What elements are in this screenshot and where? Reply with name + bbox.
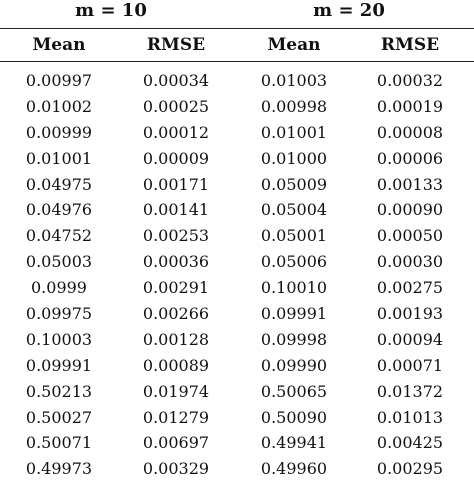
cell-rmse-m20: 0.00193 xyxy=(376,304,444,324)
table-row: 0.09975 0.00266 0.09991 0.00193 xyxy=(0,301,474,327)
cell-mean-m10: 0.09991 xyxy=(25,355,93,375)
cell-mean-m20: 0.09991 xyxy=(260,304,328,324)
table-row: 0.00997 0.00034 0.01003 0.00032 xyxy=(0,68,474,94)
cell-mean-m20: 0.01000 xyxy=(260,148,328,168)
cell-rmse-m10: 0.01974 xyxy=(142,381,210,401)
cell-mean-m20: 0.50090 xyxy=(260,407,328,427)
table-row: 0.00999 0.00012 0.01001 0.00008 xyxy=(0,120,474,146)
cell-mean-m20: 0.50065 xyxy=(260,381,328,401)
cell-mean-m10: 0.50071 xyxy=(25,433,93,453)
cell-rmse-m10: 0.00329 xyxy=(142,459,210,479)
cell-mean-m20: 0.09990 xyxy=(260,355,328,375)
table-row: 0.49973 0.00329 0.49960 0.00295 xyxy=(0,456,474,482)
cell-rmse-m10: 0.00128 xyxy=(142,329,210,349)
table-row: 0.04976 0.00141 0.05004 0.00090 xyxy=(0,197,474,223)
cell-rmse-m10: 0.00291 xyxy=(142,278,210,298)
cell-rmse-m20: 0.01013 xyxy=(376,407,444,427)
cell-rmse-m20: 0.00030 xyxy=(376,252,444,272)
cell-mean-m10: 0.00999 xyxy=(25,122,93,142)
top-rule xyxy=(0,28,474,29)
cell-mean-m20: 0.05006 xyxy=(260,252,328,272)
cell-mean-m20: 0.01003 xyxy=(260,71,328,90)
cell-mean-m20: 0.00998 xyxy=(260,96,328,116)
cell-mean-m10: 0.0999 xyxy=(31,278,87,298)
cell-mean-m10: 0.01001 xyxy=(25,148,93,168)
cell-mean-m10: 0.05003 xyxy=(25,252,93,272)
column-header-rmse-m20: RMSE xyxy=(380,35,440,55)
cell-rmse-m10: 0.01279 xyxy=(142,407,210,427)
cell-rmse-m20: 0.00090 xyxy=(376,200,444,220)
group-title-m20: m = 20 xyxy=(313,0,385,21)
table-body: 0.00997 0.00034 0.01003 0.00032 0.01002 0.000… xyxy=(0,68,474,482)
cell-mean-m10: 0.01002 xyxy=(25,96,93,116)
cell-rmse-m10: 0.00025 xyxy=(142,96,210,116)
cell-mean-m20: 0.49960 xyxy=(260,459,328,479)
cell-mean-m20: 0.05001 xyxy=(260,226,328,246)
cell-rmse-m20: 0.00050 xyxy=(376,226,444,246)
cell-rmse-m10: 0.00034 xyxy=(142,71,210,90)
cell-rmse-m20: 0.00019 xyxy=(376,96,444,116)
cell-mean-m10: 0.50213 xyxy=(25,381,93,401)
table-row: 0.50213 0.01974 0.50065 0.01372 xyxy=(0,379,474,405)
table-row: 0.10003 0.00128 0.09998 0.00094 xyxy=(0,327,474,353)
cell-rmse-m10: 0.00012 xyxy=(142,122,210,142)
table-row: 0.50027 0.01279 0.50090 0.01013 xyxy=(0,405,474,431)
column-header-rmse-m10: RMSE xyxy=(146,35,206,55)
cell-mean-m10: 0.04752 xyxy=(25,226,93,246)
table-row: 0.04975 0.00171 0.05009 0.00133 xyxy=(0,172,474,198)
table-row: 0.09991 0.00089 0.09990 0.00071 xyxy=(0,353,474,379)
group-title-m10: m = 10 xyxy=(75,0,147,21)
cell-mean-m20: 0.49941 xyxy=(260,433,328,453)
cell-rmse-m10: 0.00036 xyxy=(142,252,210,272)
header-rule xyxy=(0,61,474,62)
column-header-mean-m10: Mean xyxy=(32,35,86,55)
cell-rmse-m10: 0.00253 xyxy=(142,226,210,246)
cell-rmse-m20: 0.00295 xyxy=(376,459,444,479)
table-row: 0.01002 0.00025 0.00998 0.00019 xyxy=(0,94,474,120)
cell-rmse-m20: 0.00032 xyxy=(376,71,444,90)
cell-rmse-m20: 0.00094 xyxy=(376,329,444,349)
cell-rmse-m20: 0.00071 xyxy=(376,355,444,375)
cell-rmse-m20: 0.00008 xyxy=(376,122,444,142)
cell-mean-m10: 0.49973 xyxy=(25,459,93,479)
table-row: 0.01001 0.00009 0.01000 0.00006 xyxy=(0,146,474,172)
cell-mean-m10: 0.50027 xyxy=(25,407,93,427)
cell-rmse-m20: 0.00425 xyxy=(376,433,444,453)
cell-rmse-m10: 0.00266 xyxy=(142,304,210,324)
cell-mean-m10: 0.04975 xyxy=(25,174,93,194)
cell-mean-m20: 0.09998 xyxy=(260,329,328,349)
table-row: 0.0999 0.00291 0.10010 0.00275 xyxy=(0,275,474,301)
cell-rmse-m10: 0.00089 xyxy=(142,355,210,375)
cell-rmse-m10: 0.00697 xyxy=(142,433,210,453)
cell-rmse-m20: 0.00133 xyxy=(376,174,444,194)
cell-rmse-m20: 0.00275 xyxy=(376,278,444,298)
cell-rmse-m10: 0.00009 xyxy=(142,148,210,168)
cell-rmse-m10: 0.00171 xyxy=(142,174,210,194)
cell-mean-m10: 0.10003 xyxy=(25,329,93,349)
cell-mean-m10: 0.00997 xyxy=(25,71,93,90)
cell-rmse-m10: 0.00141 xyxy=(142,200,210,220)
cell-mean-m20: 0.05009 xyxy=(260,174,328,194)
table-row: 0.04752 0.00253 0.05001 0.00050 xyxy=(0,223,474,249)
cell-mean-m20: 0.10010 xyxy=(260,278,328,298)
cell-mean-m20: 0.05004 xyxy=(260,200,328,220)
cell-mean-m20: 0.01001 xyxy=(260,122,328,142)
table-row: 0.50071 0.00697 0.49941 0.00425 xyxy=(0,430,474,456)
cell-rmse-m20: 0.01372 xyxy=(376,381,444,401)
column-header-row: Mean RMSE Mean RMSE xyxy=(0,29,474,61)
cell-mean-m10: 0.04976 xyxy=(25,200,93,220)
column-header-mean-m20: Mean xyxy=(267,35,321,55)
cell-rmse-m20: 0.00006 xyxy=(376,148,444,168)
table-row: 0.05003 0.00036 0.05006 0.00030 xyxy=(0,249,474,275)
cell-mean-m10: 0.09975 xyxy=(25,304,93,324)
group-header-row: m = 10 m = 20 xyxy=(0,0,474,26)
